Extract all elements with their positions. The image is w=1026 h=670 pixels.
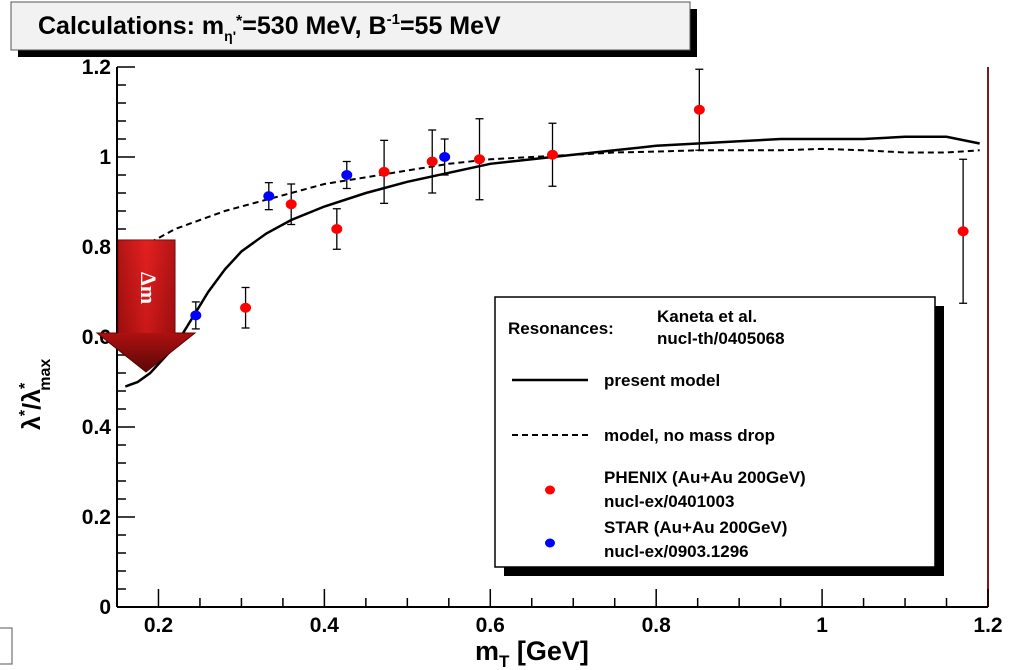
y-label-b-sup: * xyxy=(17,382,34,389)
phenix-point xyxy=(331,208,343,250)
legend-phenix-ref: nucl-ex/0401003 xyxy=(604,492,734,511)
y-tick-label: 1 xyxy=(99,146,111,169)
x-tick-label: 0.4 xyxy=(310,614,340,637)
y-label-slash: /λ xyxy=(18,389,46,410)
y-label-b-sub: max xyxy=(37,359,54,391)
phenix-marker xyxy=(957,226,969,237)
phenix-marker xyxy=(331,224,343,234)
tick-labels: 0.2 0.4 0.6 0.8 1 1.2 0 0.2 0.4 0.6 0.8 1 1.2 xyxy=(82,56,1003,637)
x-axis-label: mT [GeV] xyxy=(475,636,589,670)
y-tick-label: 0 xyxy=(99,596,111,619)
title-part-sub1: η' xyxy=(224,28,236,44)
phenix-marker xyxy=(285,199,297,210)
legend-phenix-label: PHENIX (Au+Au 200GeV) xyxy=(604,468,806,487)
y-label-a: λ xyxy=(18,416,46,430)
phenix-point xyxy=(378,139,390,205)
legend: Resonances: Kaneta et al. nucl-th/040506… xyxy=(494,296,944,576)
y-tick-label: 0.8 xyxy=(82,236,112,259)
axis-ticks xyxy=(116,66,989,608)
chart-title: Calculations: mη'*=530 MeV, B-1=55 MeV xyxy=(38,11,501,44)
y-tick-label: 0.4 xyxy=(82,416,112,439)
title-part-sup2: -1 xyxy=(387,11,400,28)
star-point xyxy=(190,301,202,330)
star-point xyxy=(439,138,451,176)
phenix-point xyxy=(693,68,705,151)
no-mass-drop-curve xyxy=(149,147,980,244)
phenix-point xyxy=(547,122,558,187)
y-tick-label: 0.2 xyxy=(82,506,111,529)
legend-box xyxy=(494,296,936,568)
legend-header-ref1: Kaneta et al. xyxy=(657,307,757,326)
phenix-marker xyxy=(426,156,438,167)
phenix-marker xyxy=(474,154,486,165)
legend-star-ref: nucl-ex/0903.1296 xyxy=(604,542,749,561)
star-marker xyxy=(190,310,202,321)
y-axis-label: λ*/λ* max xyxy=(17,359,54,430)
legend-star-marker xyxy=(545,538,555,548)
y-tick-label: 1.2 xyxy=(82,56,111,79)
corner-fragment xyxy=(0,627,13,665)
star-point xyxy=(263,181,275,211)
delta-m-arrow: Δm xyxy=(95,239,197,373)
y-tick-label: 0.6 xyxy=(82,326,111,349)
phenix-marker xyxy=(378,166,390,177)
star-point xyxy=(341,160,353,190)
x-tick-label: 0.2 xyxy=(144,614,173,637)
phenix-point xyxy=(474,118,486,201)
phenix-point xyxy=(240,286,252,329)
phenix-point xyxy=(957,158,969,304)
title-part-main: Calculations: m xyxy=(38,12,224,40)
legend-header: Resonances: xyxy=(508,319,614,338)
y-label-a-sup: * xyxy=(17,409,34,416)
legend-solid-label: present model xyxy=(604,371,720,390)
legend-dashed-label: model, no mass drop xyxy=(604,426,775,445)
phenix-point xyxy=(426,129,438,194)
legend-star-label: STAR (Au+Au 200GeV) xyxy=(604,518,787,537)
title-part-end: =55 MeV xyxy=(400,12,501,40)
legend-header-ref2: nucl-th/0405068 xyxy=(657,329,785,348)
legend-phenix-marker xyxy=(545,485,555,495)
phenix-marker xyxy=(547,149,558,160)
x-tick-label: 1.2 xyxy=(973,614,1002,637)
delta-m-label: Δm xyxy=(136,272,161,304)
data-points xyxy=(190,68,969,330)
title-box: Calculations: mη'*=530 MeV, B-1=55 MeV xyxy=(10,1,697,57)
title-panel xyxy=(10,1,691,51)
phenix-marker xyxy=(693,104,705,115)
x-label-sub: T xyxy=(499,652,510,670)
phenix-point xyxy=(285,183,297,226)
star-marker xyxy=(263,191,275,202)
x-tick-label: 0.6 xyxy=(476,614,505,637)
x-label-main: m xyxy=(475,636,499,666)
phenix-marker xyxy=(240,302,252,313)
x-tick-label: 0.8 xyxy=(642,614,672,637)
title-part-mid: =530 MeV, B xyxy=(242,12,386,40)
star-marker xyxy=(439,152,451,162)
title-part-sup1: * xyxy=(236,13,243,30)
star-marker xyxy=(341,170,353,180)
x-tick-label: 1 xyxy=(816,614,828,637)
x-label-unit: [GeV] xyxy=(509,636,589,666)
